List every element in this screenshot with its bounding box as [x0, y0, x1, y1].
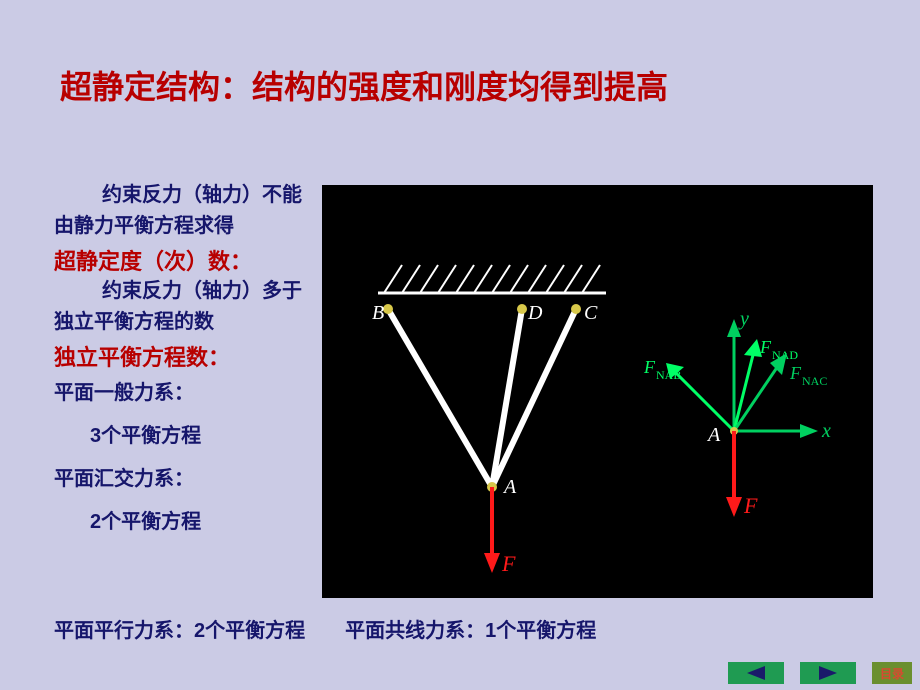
svg-text:B: B — [372, 302, 384, 324]
toc-button[interactable]: 目录 — [872, 662, 912, 684]
sys2-eq: 2个平衡方程 — [90, 505, 314, 534]
bottom-systems-line: 平面平行力系：2个平衡方程 平面共线力系：1个平衡方程 — [54, 614, 596, 643]
svg-text:F: F — [643, 357, 656, 377]
next-icon — [819, 666, 837, 680]
svg-text:F: F — [743, 493, 758, 518]
para-constraint-2: 约束反力（轴力）多于独立平衡方程的数 — [54, 276, 314, 338]
svg-text:x: x — [821, 420, 831, 442]
svg-text:F: F — [759, 337, 772, 357]
diagram-container: B D C A F x y F NAB F NAD F NAC A — [322, 185, 873, 598]
prev-icon — [747, 666, 765, 680]
svg-text:F: F — [501, 551, 516, 576]
svg-text:C: C — [584, 302, 598, 324]
prev-button[interactable] — [728, 662, 784, 684]
next-button[interactable] — [800, 662, 856, 684]
svg-text:NAB: NAB — [656, 368, 681, 382]
sys2-name: 平面汇交力系： — [54, 462, 314, 491]
svg-text:A: A — [706, 424, 721, 446]
nav-bar: 目录 — [728, 662, 912, 684]
svg-text:F: F — [789, 363, 802, 383]
sys1-eq: 3个平衡方程 — [90, 419, 314, 448]
para1-text: 约束反力（轴力）不能由静力平衡方程求得 — [54, 184, 302, 237]
left-column: 约束反力（轴力）不能由静力平衡方程求得 超静定度（次）数： 约束反力（轴力）多于… — [54, 180, 314, 534]
svg-text:NAC: NAC — [802, 374, 827, 388]
page-title: 超静定结构：结构的强度和刚度均得到提高 — [60, 62, 860, 108]
label-redundancy: 超静定度（次）数： — [54, 244, 314, 276]
svg-text:D: D — [527, 302, 543, 324]
truss-diagram: B D C A F x y F NAB F NAD F NAC A — [322, 185, 873, 598]
sys1-name: 平面一般力系： — [54, 376, 314, 405]
svg-text:y: y — [738, 308, 749, 330]
label-independent-eq: 独立平衡方程数： — [54, 340, 314, 372]
para-constraint-1: 约束反力（轴力）不能由静力平衡方程求得 — [54, 180, 314, 242]
para2-text: 约束反力（轴力）多于独立平衡方程的数 — [54, 280, 302, 333]
svg-text:A: A — [502, 476, 517, 498]
